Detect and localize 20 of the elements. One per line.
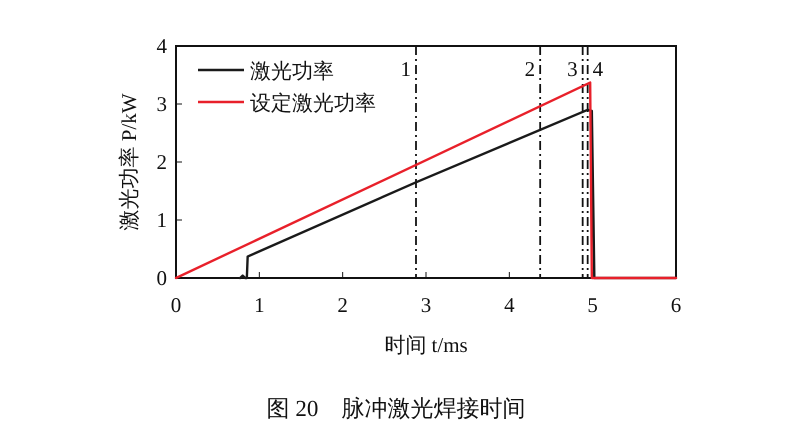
y-tick-label: 2 [156, 150, 167, 174]
text: 图 20 脉冲激光焊接时间 [266, 396, 526, 421]
y-axis-title: 激光功率 P/kW [117, 93, 141, 231]
annotation: 1 [400, 57, 411, 82]
x-tick-label: 5 [587, 293, 598, 317]
legend-label: 激光功率 [250, 59, 334, 83]
y-tick-label: 1 [156, 208, 167, 232]
annotation: 3 [567, 57, 578, 82]
y-tick-label: 3 [156, 92, 167, 116]
annotation: 2 [524, 57, 536, 82]
y-tick-label: 4 [156, 34, 168, 58]
annotation: 4 [592, 57, 604, 82]
y-tick-label: 0 [156, 266, 167, 290]
x-axis-title: 时间 t/ms [384, 333, 468, 357]
legend-label: 设定激光功率 [250, 91, 376, 115]
x-tick-label: 2 [337, 293, 348, 317]
x-tick-label: 4 [504, 293, 516, 317]
x-tick-label: 3 [420, 293, 432, 317]
x-tick-label: 1 [254, 293, 265, 317]
x-tick-label: 6 [670, 293, 682, 317]
